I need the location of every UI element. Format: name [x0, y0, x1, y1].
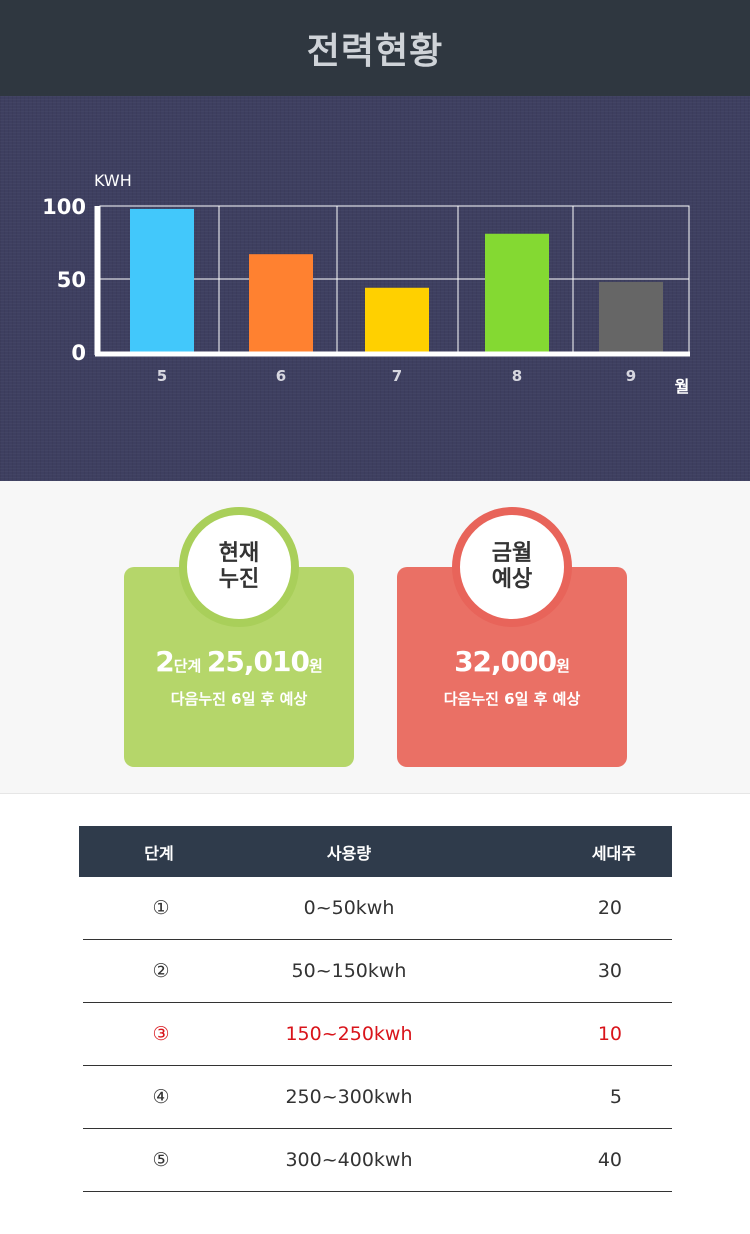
badge-line1: 현재 — [218, 541, 260, 566]
tier-table: 단계 사용량 세대주 ① 0~50kwh 20 ② 50~150kwh 30 ③… — [79, 826, 672, 1192]
row-usage: 250~300kwh — [285, 1086, 413, 1108]
current-progressive-card: 현재 누진 2단계 25,010원 다음누진 6일 후 예상 — [124, 507, 354, 767]
row-stage: ④ — [152, 1086, 170, 1108]
row-stage: ② — [152, 960, 170, 982]
current-progressive-badge: 현재 누진 — [179, 507, 299, 627]
header-stage: 단계 — [144, 843, 174, 863]
row-households: 20 — [597, 897, 622, 919]
chart-y-tick-label: 100 — [42, 195, 86, 219]
chart-x-tick-label: 6 — [276, 367, 286, 385]
forecast-value: 32,000원 — [397, 645, 627, 678]
chart-x-tick-label: 5 — [157, 367, 167, 385]
chart-bar — [365, 287, 429, 352]
stage-number: 2 — [155, 645, 175, 678]
page-title: 전력현황 — [306, 31, 444, 72]
chart-x-axis-label: 월 — [675, 377, 690, 396]
current-subtext: 다음누진 6일 후 예상 — [170, 690, 308, 708]
row-usage: 50~150kwh — [291, 960, 407, 982]
chart-bar — [485, 233, 549, 352]
table-row: ① 0~50kwh 20 — [83, 877, 672, 940]
chart-x-tick-label: 9 — [626, 367, 636, 385]
chart-bar — [599, 281, 663, 352]
chart-x-tick-label: 7 — [392, 367, 402, 385]
row-stage: ③ — [152, 1023, 170, 1045]
table-row-highlighted: ③ 150~250kwh 10 — [83, 1003, 672, 1066]
current-amount: 25,010 — [206, 645, 310, 678]
chart-y-tick-label: 0 — [71, 341, 86, 365]
table-row: ⑤ 300~400kwh 40 — [83, 1129, 672, 1192]
row-stage: ⑤ — [152, 1149, 170, 1171]
stage-unit: 단계 — [173, 657, 202, 675]
current-currency: 원 — [308, 657, 323, 675]
badge-line2: 예상 — [491, 567, 533, 592]
row-usage: 0~50kwh — [303, 897, 395, 919]
row-households: 5 — [609, 1086, 622, 1108]
row-usage: 300~400kwh — [285, 1149, 413, 1171]
summary-cards: 현재 누진 2단계 25,010원 다음누진 6일 후 예상 금월 예상 32,… — [0, 481, 750, 794]
table-row: ④ 250~300kwh 5 — [83, 1066, 672, 1129]
badge-line1: 금월 — [491, 541, 533, 566]
header-usage: 사용량 — [326, 843, 372, 863]
forecast-subtext: 다음누진 6일 후 예상 — [443, 690, 581, 708]
current-progressive-value: 2단계 25,010원 — [124, 645, 354, 678]
page-header: 전력현황 — [0, 0, 750, 96]
chart-y-axis-label: KWH — [94, 171, 132, 190]
usage-chart-section: 100 50 0 5 6 7 8 9 KWH 월 — [0, 96, 750, 481]
chart-bar — [130, 208, 194, 352]
badge-line2: 누진 — [218, 567, 260, 592]
row-households: 40 — [597, 1149, 622, 1171]
chart-x-tick-label: 8 — [512, 367, 522, 385]
row-households: 30 — [597, 960, 622, 982]
forecast-amount: 32,000 — [454, 645, 557, 678]
chart-y-tick-label: 50 — [57, 268, 86, 292]
chart-bar — [249, 254, 313, 352]
header-households: 세대주 — [591, 843, 636, 863]
monthly-forecast-badge: 금월 예상 — [452, 507, 572, 627]
forecast-currency: 원 — [556, 657, 570, 675]
monthly-forecast-card: 금월 예상 32,000원 다음누진 6일 후 예상 — [397, 507, 627, 767]
row-households: 10 — [597, 1023, 622, 1045]
table-row: ② 50~150kwh 30 — [83, 940, 672, 1003]
usage-bar-chart: 100 50 0 5 6 7 8 9 KWH 월 — [42, 171, 690, 396]
table-header: 단계 사용량 세대주 — [79, 826, 672, 877]
row-stage: ① — [152, 897, 170, 919]
row-usage: 150~250kwh — [285, 1023, 413, 1045]
